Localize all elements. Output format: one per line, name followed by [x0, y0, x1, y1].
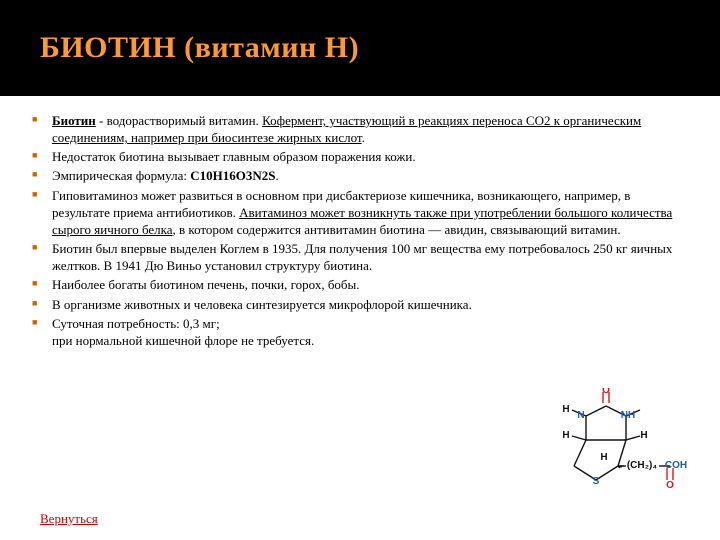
svg-text:H: H: [600, 452, 607, 463]
list-item: В организме животных и человека синтезир…: [52, 296, 684, 313]
list-item: Суточная потребность: 0,3 мг; при нормал…: [52, 315, 684, 349]
bullet-list: Биотин - водорастворимый витамин. Коферм…: [52, 112, 684, 349]
svg-text:S: S: [593, 476, 600, 487]
svg-text:COH: COH: [665, 460, 687, 471]
list-item: Наиболее богаты биотином печень, почки, …: [52, 276, 684, 293]
biotin-molecule-diagram: OHNNHHHSH(CH₂)₄COHO: [542, 388, 692, 498]
list-item: Недостаток биотина вызывает главным обра…: [52, 148, 684, 165]
text-segment: при нормальной кишечной флоре не требует…: [52, 333, 314, 348]
svg-text:H: H: [562, 404, 569, 415]
list-item: Гиповитаминоз может развиться в основном…: [52, 187, 684, 238]
svg-text:H: H: [640, 430, 647, 441]
list-item: Биотин был впервые выделен Коглем в 1935…: [52, 240, 684, 274]
text-segment: , в котором содержится антивитамин биоти…: [173, 222, 621, 237]
text-segment: Суточная потребность: 0,3 мг;: [52, 316, 220, 331]
svg-text:O: O: [666, 480, 674, 491]
text-segment: Биотин: [52, 113, 96, 128]
text-segment: Эмпирическая формула:: [52, 168, 190, 183]
text-segment: .: [362, 130, 365, 145]
list-item: Биотин - водорастворимый витамин. Коферм…: [52, 112, 684, 146]
header-band: БИОТИН (витамин Н): [0, 0, 720, 96]
text-segment: .: [275, 168, 278, 183]
text-segment: - водорастворимый витамин.: [96, 113, 262, 128]
text-segment: Биотин был впервые выделен Коглем в 1935…: [52, 241, 672, 273]
svg-text:NH: NH: [621, 410, 635, 421]
page-title: БИОТИН (витамин Н): [40, 31, 359, 65]
svg-text:N: N: [577, 410, 584, 421]
svg-text:(CH₂)₄: (CH₂)₄: [627, 460, 658, 471]
svg-text:O: O: [602, 388, 610, 396]
list-item: Эмпирическая формула: C10H16O3N2S.: [52, 167, 684, 184]
svg-text:H: H: [562, 430, 569, 441]
back-link[interactable]: Вернуться: [40, 512, 120, 526]
content-area: Биотин - водорастворимый витамин. Коферм…: [0, 96, 720, 359]
text-segment: Наиболее богаты биотином печень, почки, …: [52, 277, 360, 292]
text-segment: В организме животных и человека синтезир…: [52, 297, 472, 312]
text-segment: C10H16O3N2S: [190, 168, 275, 183]
text-segment: Недостаток биотина вызывает главным обра…: [52, 149, 416, 164]
